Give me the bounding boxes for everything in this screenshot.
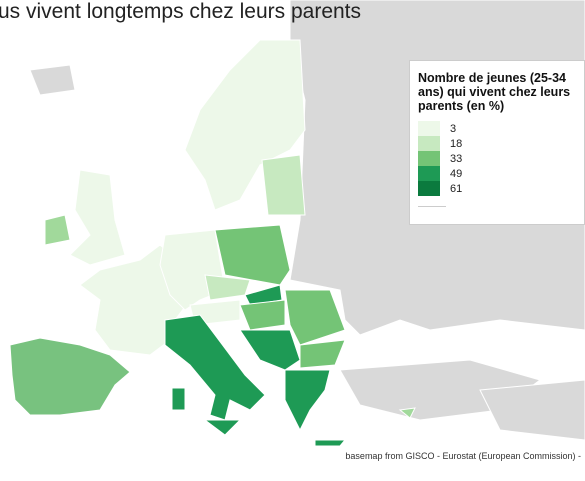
legend-label: 18 — [450, 137, 463, 150]
legend-items: 3 18 33 49 61 — [418, 121, 576, 196]
legend-swatch — [418, 181, 440, 196]
legend-label: 61 — [450, 182, 463, 195]
source-note: basemap from GISCO - Eurostat (European … — [345, 451, 581, 461]
legend-swatch — [418, 151, 440, 166]
map-title: us vivent longtemps chez leurs parents — [0, 0, 362, 23]
legend-swatch — [418, 136, 440, 151]
legend: Nombre de jeunes (25-34 ans) qui vivent … — [409, 60, 585, 225]
legend-rule — [418, 206, 446, 207]
legend-item: 33 — [418, 151, 576, 166]
legend-item: 49 — [418, 166, 576, 181]
legend-item: 61 — [418, 181, 576, 196]
countries — [9, 39, 416, 447]
legend-item: 3 — [418, 121, 576, 136]
legend-label: 3 — [450, 122, 457, 135]
legend-swatch — [418, 121, 440, 136]
legend-title: Nombre de jeunes (25-34 ans) qui vivent … — [418, 71, 571, 113]
legend-label: 49 — [450, 167, 463, 180]
legend-label: 33 — [450, 152, 463, 165]
legend-swatch — [418, 166, 440, 181]
legend-item: 18 — [418, 136, 576, 151]
